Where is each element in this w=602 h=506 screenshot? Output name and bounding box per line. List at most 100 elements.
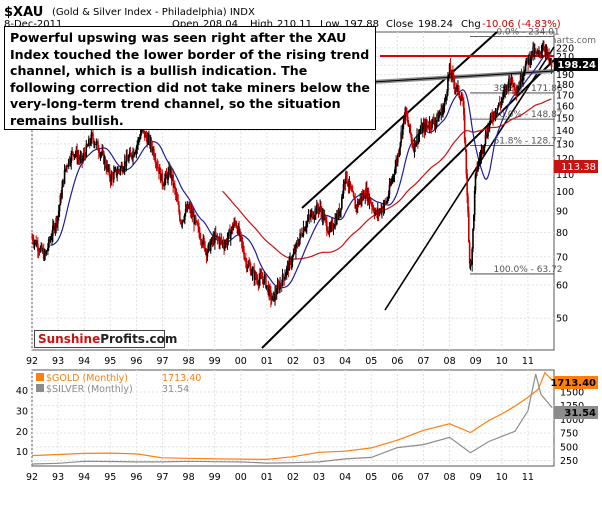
candle-body	[67, 166, 69, 168]
candle-body	[115, 169, 118, 176]
candle-body	[62, 180, 64, 187]
candle-body	[296, 243, 299, 246]
candle-body	[62, 180, 65, 184]
candle-body	[107, 165, 109, 170]
candle-body	[270, 299, 273, 301]
candle-body	[351, 188, 353, 192]
candle-body	[426, 124, 428, 126]
candle-body	[282, 274, 285, 278]
candle-body	[532, 46, 534, 56]
candle-body	[495, 113, 498, 115]
candle-body	[277, 284, 280, 286]
candle-body	[539, 52, 542, 55]
candle-body	[429, 121, 432, 128]
candle-body	[135, 147, 138, 153]
candle-body	[328, 226, 331, 233]
candle-body	[415, 142, 417, 147]
candle-body	[498, 102, 500, 107]
candle-body	[255, 278, 258, 280]
candle-body	[476, 167, 478, 171]
candle-body	[424, 122, 427, 132]
candle-body	[436, 114, 438, 121]
candle-body	[138, 138, 141, 140]
candle-body	[187, 204, 189, 208]
candle-body	[68, 159, 71, 164]
candle-body	[417, 135, 419, 142]
candle-body	[341, 196, 343, 209]
candle-body	[329, 226, 331, 229]
candle-body	[453, 81, 456, 89]
candle-body	[227, 232, 230, 240]
main-x-tick-label: 97	[156, 356, 168, 367]
candle-body	[331, 222, 334, 230]
main-x-axis: 92 93 94 95 96 97 98 99 00 01 02 03 04 05 06 07 08 09 10 11	[26, 356, 534, 367]
candle-body	[215, 235, 218, 237]
candle-body	[481, 146, 483, 151]
candle-body	[117, 169, 119, 174]
candle-body	[541, 49, 544, 52]
candle-body	[528, 55, 530, 65]
candle-body	[64, 169, 67, 171]
candle-body	[316, 204, 318, 215]
candle-body	[186, 204, 189, 211]
candle-body	[397, 154, 399, 163]
close-label: Close	[386, 19, 413, 30]
candle-body	[170, 169, 173, 179]
candle-body	[243, 252, 245, 259]
candle-body	[361, 195, 363, 202]
candle-body	[304, 228, 306, 231]
ma-value-box	[554, 160, 598, 173]
lower-right-tick-label: 750	[560, 429, 578, 440]
main-y-tick-label: 140	[556, 126, 574, 137]
candle-body	[264, 275, 266, 277]
candle-body	[136, 144, 139, 148]
candle-body	[470, 260, 473, 265]
lower-x-tick-label: 93	[52, 472, 64, 483]
candle-body	[378, 211, 381, 214]
main-x-tick-label: 99	[209, 356, 221, 367]
candle-body	[148, 136, 150, 139]
candle-body	[405, 107, 407, 115]
main-y-tick-label: 150	[556, 113, 574, 124]
low-value: 197.88	[344, 19, 379, 30]
candle-body	[372, 207, 375, 212]
main-x-tick-label: 93	[52, 356, 64, 367]
candle-body	[479, 156, 482, 159]
candle-body	[239, 232, 241, 235]
candle-body	[42, 250, 44, 252]
candle-body	[116, 173, 118, 176]
fib-level-label: 0.0% - 234.01	[496, 28, 559, 38]
candle-body	[78, 158, 81, 160]
chart-date: 8-Dec-2011	[4, 19, 62, 30]
candle-body	[58, 205, 61, 212]
candle-body	[126, 155, 129, 160]
candle-body	[445, 96, 448, 99]
brand-logo[interactable]: SunshineProfits.com	[34, 330, 177, 348]
candle-body	[386, 198, 389, 201]
lower-x-tick-label: 02	[287, 472, 299, 483]
candle-body	[518, 85, 521, 87]
candle-body	[496, 108, 499, 114]
candle-body	[35, 240, 37, 247]
candle-body	[287, 264, 290, 271]
candle-body	[192, 215, 194, 217]
candle-body	[433, 122, 436, 126]
candle-body	[99, 153, 102, 156]
candle-body	[377, 209, 380, 214]
candle-body	[154, 159, 157, 164]
candle-body	[318, 207, 321, 211]
candle-body	[508, 78, 510, 89]
candle-body	[265, 275, 267, 288]
candle-body	[199, 238, 202, 241]
main-y-tick-label: 80	[556, 228, 568, 239]
candle-body	[173, 184, 175, 186]
lower-left-tick-label: 40	[16, 386, 28, 397]
main-x-tick-label: 04	[339, 356, 351, 367]
candle-body	[383, 201, 386, 207]
candle-body	[504, 89, 507, 92]
candle-body	[59, 195, 62, 206]
candle-body	[359, 198, 362, 202]
candle-body	[488, 127, 490, 129]
candle-body	[514, 90, 517, 92]
candle-body	[351, 191, 354, 193]
